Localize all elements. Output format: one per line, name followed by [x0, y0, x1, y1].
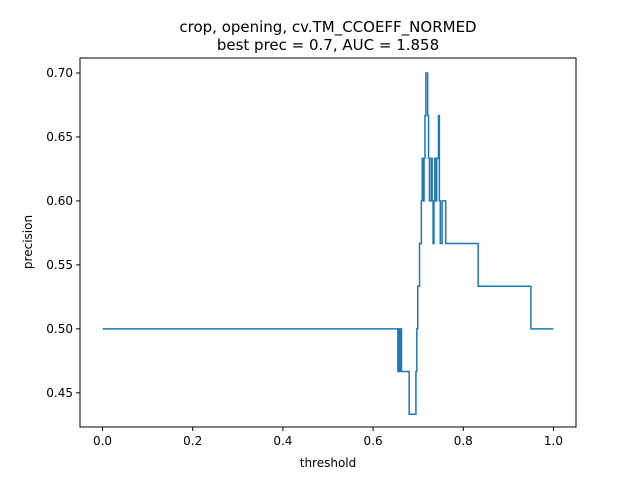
- y-tick-label: 0.50: [46, 322, 73, 336]
- y-tick-label: 0.55: [46, 258, 73, 272]
- precision-series-line: [102, 72, 554, 415]
- y-tick-label: 0.65: [46, 130, 73, 144]
- plot-area: [102, 72, 554, 415]
- x-axis-ticks: 0.0 0.2 0.4 0.6 0.8 1.0: [93, 427, 563, 448]
- x-tick-label: 0.6: [364, 434, 383, 448]
- x-tick-label: 1.0: [544, 434, 563, 448]
- x-tick-label: 0.4: [273, 434, 292, 448]
- y-axis-label: precision: [21, 215, 35, 269]
- x-tick-label: 0.2: [183, 434, 202, 448]
- chart-title: crop, opening, cv.TM_CCOEFF_NORMED: [179, 18, 476, 37]
- x-tick-label: 0.8: [454, 434, 473, 448]
- y-tick-label: 0.45: [46, 386, 73, 400]
- plot-frame: [79, 57, 577, 428]
- x-axis-label: threshold: [300, 456, 357, 470]
- chart-subtitle: best prec = 0.7, AUC = 1.858: [217, 36, 439, 54]
- x-tick-label: 0.0: [93, 434, 112, 448]
- y-axis-ticks: 0.45 0.50 0.55 0.60 0.65 0.70: [46, 66, 80, 400]
- y-tick-label: 0.70: [46, 66, 73, 80]
- y-tick-label: 0.60: [46, 194, 73, 208]
